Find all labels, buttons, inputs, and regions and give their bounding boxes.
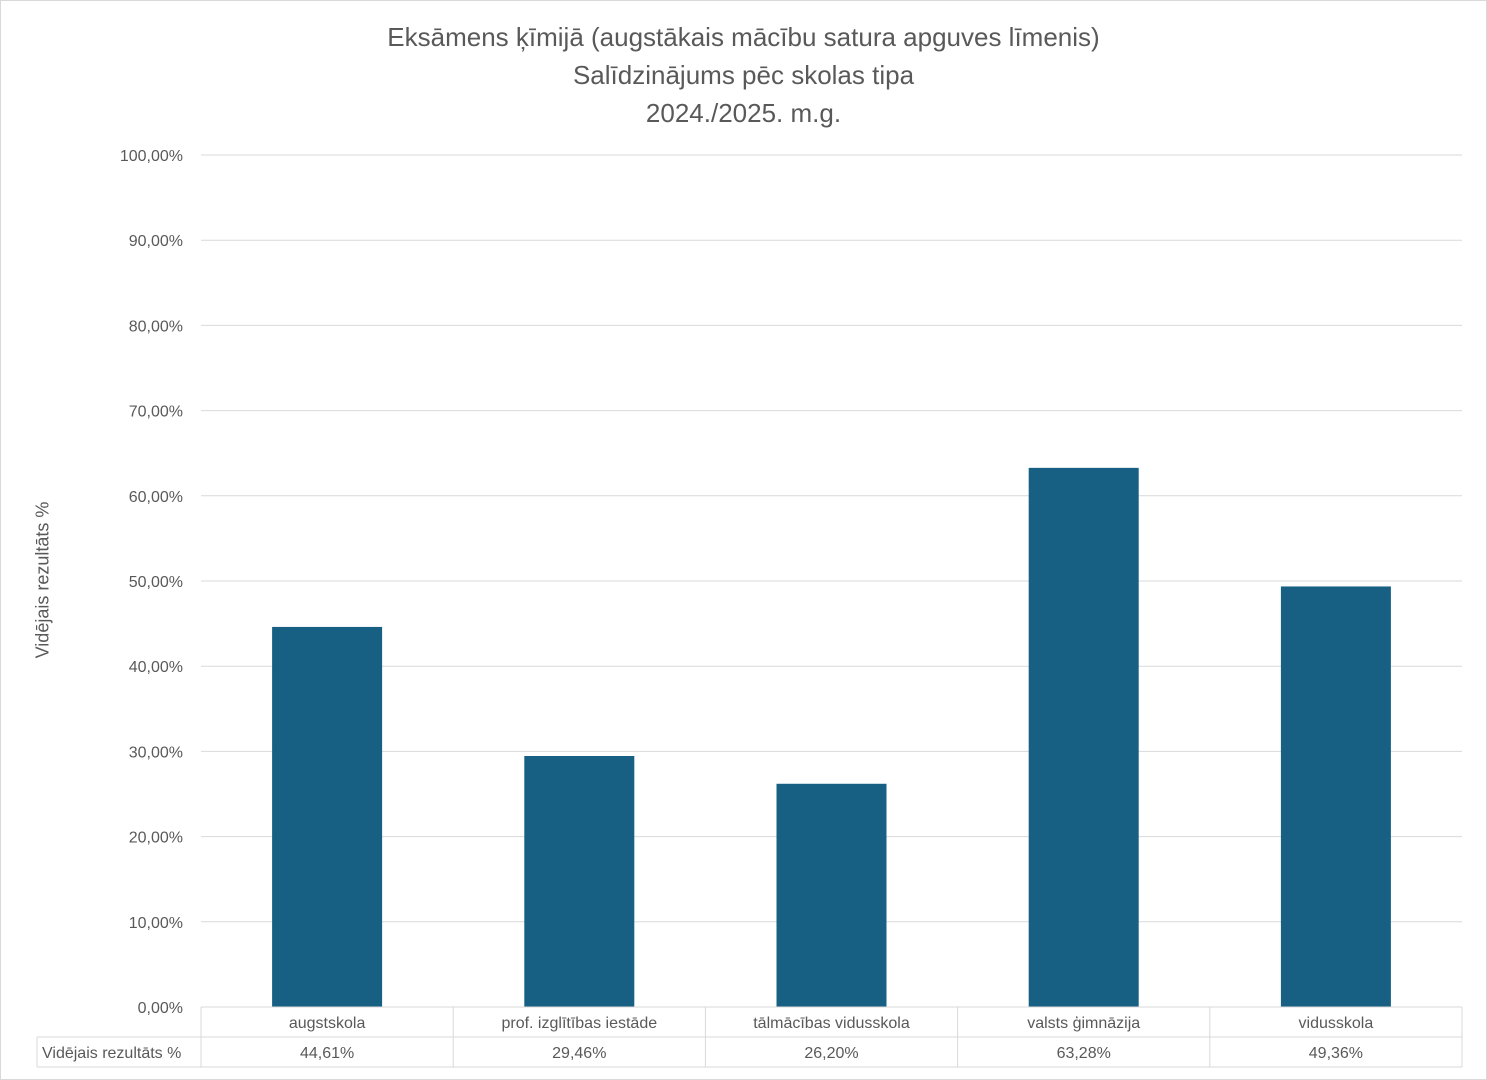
data-label: 26,20%	[804, 1045, 858, 1062]
x-tick-label: prof. izglītības iestāde	[501, 1015, 657, 1032]
x-tick-label: valsts ģimnāzija	[1027, 1014, 1140, 1032]
y-tick-label: 20,00%	[129, 830, 183, 847]
data-label: 29,46%	[552, 1045, 606, 1062]
x-tick-label: tālmācības vidusskola	[753, 1015, 910, 1032]
y-tick-label: 100,00%	[120, 148, 183, 165]
bar	[272, 626, 383, 1007]
chart-title-block: Eksāmens ķīmijā (augstākais mācību satur…	[0, 18, 1487, 132]
bar	[776, 783, 887, 1007]
y-tick-label: 70,00%	[129, 404, 183, 421]
y-tick-label: 90,00%	[129, 233, 183, 250]
y-tick-label: 40,00%	[129, 659, 183, 676]
bar	[1280, 586, 1391, 1007]
y-tick-label: 60,00%	[129, 489, 183, 506]
chart-period: 2024./2025. m.g.	[645, 98, 842, 128]
x-tick-label: vidusskola	[1299, 1015, 1374, 1032]
chart-title: Eksāmens ķīmijā (augstākais mācību satur…	[387, 22, 1100, 52]
y-tick-label: 10,00%	[129, 915, 183, 932]
y-tick-label: 0,00%	[138, 1000, 183, 1017]
data-label: 44,61%	[300, 1045, 354, 1062]
bar	[1028, 467, 1139, 1008]
bar	[524, 756, 635, 1007]
data-label: 63,28%	[1057, 1045, 1111, 1062]
x-tick-label: augstskola	[289, 1015, 366, 1032]
data-label: 49,36%	[1309, 1045, 1363, 1062]
table-series-name: Vidējais rezultāts %	[42, 1045, 181, 1062]
y-tick-label: 80,00%	[129, 318, 183, 335]
y-tick-label: 50,00%	[129, 574, 183, 591]
chart-subtitle: Salīdzinājums pēc skolas tipa	[572, 60, 915, 90]
y-tick-label: 30,00%	[129, 744, 183, 761]
